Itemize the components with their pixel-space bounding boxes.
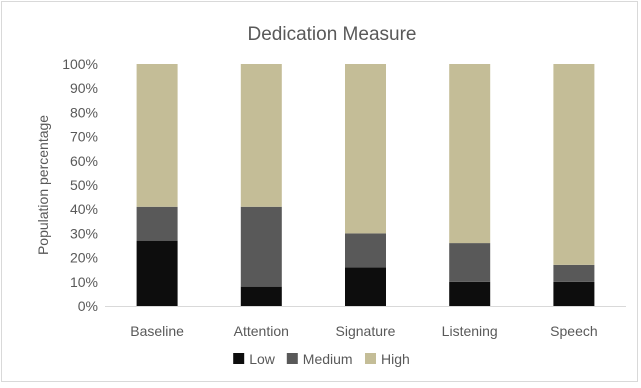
bar-segment-medium-speech [553,264,595,282]
legend-label-low: Low [249,351,276,367]
legend-swatch-high [365,353,376,364]
bar-segment-low-listening [449,281,491,306]
y-axis-ticks: 0% 10% 20% 30% 40% 50% 60% 70% 80% 90% 100% [62,56,98,314]
stacked-bar-chart: Dedication Measure Population percentage… [35,24,626,367]
chart-frame: Dedication Measure Population percentage… [1,1,638,382]
legend-swatch-low [233,353,245,364]
y-tick-label: 40% [70,201,98,217]
y-tick-label: 50% [70,177,98,193]
bar-segment-low-baseline [136,240,178,306]
y-tick-label: 100% [62,56,98,72]
y-tick-label: 30% [70,225,98,241]
legend-label-medium: Medium [303,351,353,367]
bar-segment-high-baseline [136,64,178,207]
bar-segment-medium-signature [345,233,386,268]
bar-segment-low-signature [345,267,386,306]
y-tick-label: 90% [70,80,98,96]
x-tick-label: Signature [336,323,396,339]
x-tick-label: Listening [442,323,498,339]
y-tick-label: 10% [70,274,98,290]
bar-segment-high-speech [553,64,595,265]
y-tick-label: 20% [70,250,98,266]
bar-segment-high-listening [449,64,491,244]
bar-segment-low-speech [553,281,595,306]
bar-segment-high-signature [345,64,386,234]
legend: Low Medium High [233,351,410,367]
y-tick-label: 70% [70,129,98,145]
legend-label-high: High [381,351,410,367]
bars-group [136,64,595,306]
x-tick-label: Speech [550,323,597,339]
x-tick-label: Baseline [130,323,184,339]
y-tick-label: 0% [78,298,98,314]
chart-title: Dedication Measure [248,24,417,45]
bar-segment-medium-baseline [136,206,178,241]
bar-segment-medium-attention [240,206,282,287]
bar-segment-high-attention [240,64,282,207]
y-tick-label: 80% [70,104,98,120]
x-axis-labels: Baseline Attention Signature Listening Speec… [130,323,597,339]
bar-segment-medium-listening [449,243,491,282]
y-axis-label: Population percentage [35,115,51,255]
y-tick-label: 60% [70,153,98,169]
legend-swatch-medium [286,353,298,364]
bar-segment-low-attention [240,286,282,306]
x-tick-label: Attention [234,323,289,339]
